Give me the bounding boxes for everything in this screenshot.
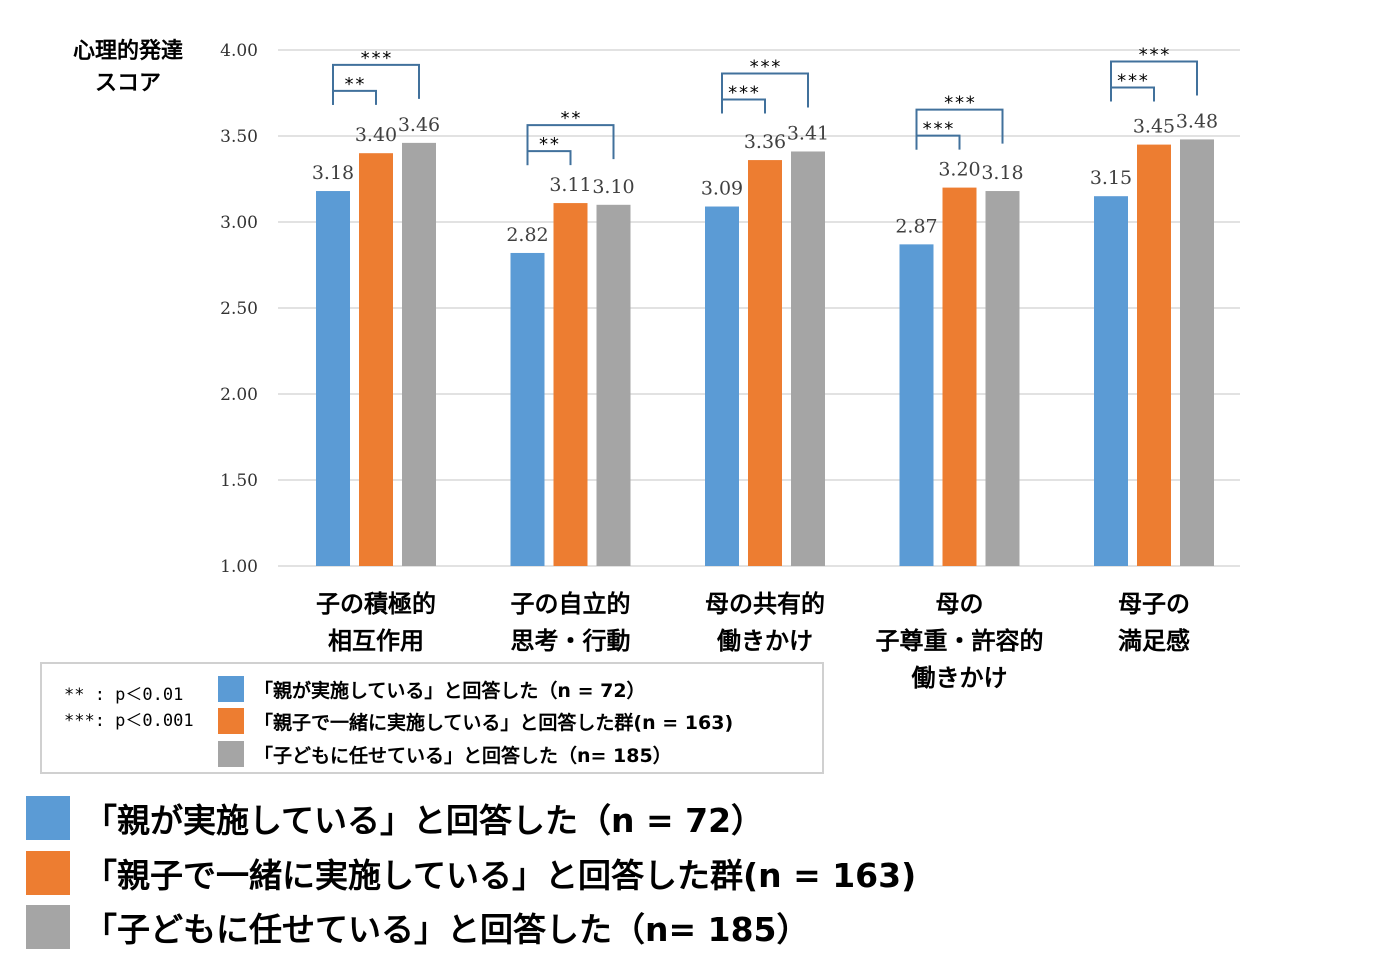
y-axis-title-line: スコア [94,71,161,96]
legend-label: 「親子で一緒に実施している」と回答した群(n = 163) [254,711,734,734]
x-category-label: 母の共有的 [705,590,825,618]
legend-swatch-gray [218,741,244,767]
bar [791,151,825,567]
significance-bracket-inner [1110,86,1155,102]
large-legend-label: 「親が実施している」と回答した（n = 72） [84,801,765,840]
significance-marker: *** [1138,44,1171,65]
significance-bracket-inner [332,89,377,105]
data-label: 2.82 [506,224,548,246]
x-category-label: 働きかけ [716,627,813,655]
legend-label: 「子どもに任せている」と回答した（n= 185） [254,744,672,767]
large-legend-item-together: 「親子で一緒に実施している」と回答した群(n = 163) [26,851,916,895]
y-tick-label: 2.00 [220,385,258,405]
legend-item-child: 「子どもに任せている」と回答した（n= 185） [218,741,672,767]
bar [510,252,545,566]
bar [402,142,436,566]
significance-bracket-outer [721,72,809,114]
significance-marker: *** [1116,70,1149,91]
significance-bracket-outer [526,124,615,166]
large-legend-swatch-orange [26,851,70,895]
data-label: 3.40 [355,124,397,146]
large-legend-label: 「子どもに任せている」と回答した（n= 185） [84,910,810,949]
data-label: 3.48 [1176,110,1218,132]
y-tick-label: 3.50 [220,127,258,147]
bar [705,206,739,566]
significance-marker: ** [560,108,582,129]
large-legend-swatch-gray [26,905,70,949]
data-label: 3.11 [549,174,591,196]
y-tick-label: 1.00 [220,557,258,577]
y-tick-label: 1.50 [220,471,258,491]
bar [985,191,1020,567]
x-category-label: 母子の [1118,590,1190,618]
bar [359,153,393,566]
x-category-label: 働きかけ [911,664,1008,692]
bar [899,244,934,567]
x-category-label: 子尊重・許容的 [876,627,1044,655]
y-tick-label: 3.00 [220,213,258,233]
inner-legend-box: ** : p＜0.01 ***: p＜0.001 「親が実施している」と回答した… [40,662,824,774]
data-label: 3.09 [701,178,743,200]
significance-marker: *** [360,48,393,69]
bar [1137,144,1171,566]
y-axis-title-line: 心理的発達 [72,39,183,64]
bar [1180,139,1214,566]
bar [553,203,588,566]
significance-bracket-outer [915,108,1004,150]
significance-note-p001: ***: p＜0.001 [64,711,194,731]
significance-marker: *** [943,93,976,114]
large-legend-swatch-blue [26,796,70,840]
x-category-label: 思考・行動 [511,627,631,655]
significance-bracket-outer [1110,60,1198,102]
significance-marker: ** [344,74,366,95]
data-label: 3.10 [592,176,634,198]
x-category-label: 子の積極的 [316,590,436,618]
significance-bracket-inner [915,134,961,150]
data-label: 3.18 [981,162,1023,184]
bar [942,187,977,566]
legend-item-parent: 「親が実施している」と回答した（n = 72） [218,676,646,702]
legend-label: 「親が実施している」と回答した（n = 72） [254,679,646,702]
data-label: 3.18 [312,162,354,184]
large-legend-item-parent: 「親が実施している」と回答した（n = 72） [26,796,764,840]
data-label: 3.36 [744,131,786,153]
x-category-label: 子の自立的 [511,590,631,618]
x-category-label: 満足感 [1118,627,1190,655]
x-category-label: 母の [936,590,984,618]
y-axis-title: 心理的発達 スコア [58,36,198,100]
legend-swatch-blue [218,676,244,702]
significance-marker: *** [727,82,760,103]
y-tick-label: 2.50 [220,299,258,319]
significance-marker: ** [538,134,560,155]
significance-note-p01: ** : p＜0.01 [64,685,184,705]
x-category-label: 相互作用 [328,627,424,655]
significance-bracket-inner [721,98,766,114]
data-label: 3.46 [398,114,440,136]
significance-bracket-inner [526,150,572,166]
large-legend-item-child: 「子どもに任せている」と回答した（n= 185） [26,905,810,949]
large-legend-label: 「親子で一緒に実施している」と回答した群(n = 163) [84,856,917,895]
data-label: 3.15 [1090,167,1132,189]
data-label: 3.41 [787,122,829,144]
significance-bracket-outer [332,63,420,105]
legend-swatch-orange [218,708,244,734]
y-tick-label: 4.00 [220,41,258,61]
legend-item-together: 「親子で一緒に実施している」と回答した群(n = 163) [218,708,733,734]
bar [596,204,631,567]
data-label: 3.45 [1133,116,1175,138]
bar-chart: 1.00 1.50 2.00 2.50 3.00 3.50 4.00 3.18 2.82 3.09… [220,41,1240,692]
bar [316,191,350,567]
bar [748,160,782,566]
significance-marker: *** [749,56,782,77]
data-label: 2.87 [895,215,937,237]
significance-marker: *** [922,119,955,140]
data-label: 3.20 [938,159,980,181]
bar [1094,196,1128,566]
